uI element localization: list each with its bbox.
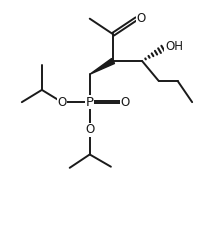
Text: O: O: [121, 96, 130, 109]
Text: P: P: [86, 96, 93, 109]
Polygon shape: [90, 58, 114, 74]
Text: O: O: [85, 124, 94, 137]
Text: O: O: [57, 96, 67, 109]
Text: O: O: [137, 12, 146, 25]
Text: OH: OH: [165, 40, 183, 53]
